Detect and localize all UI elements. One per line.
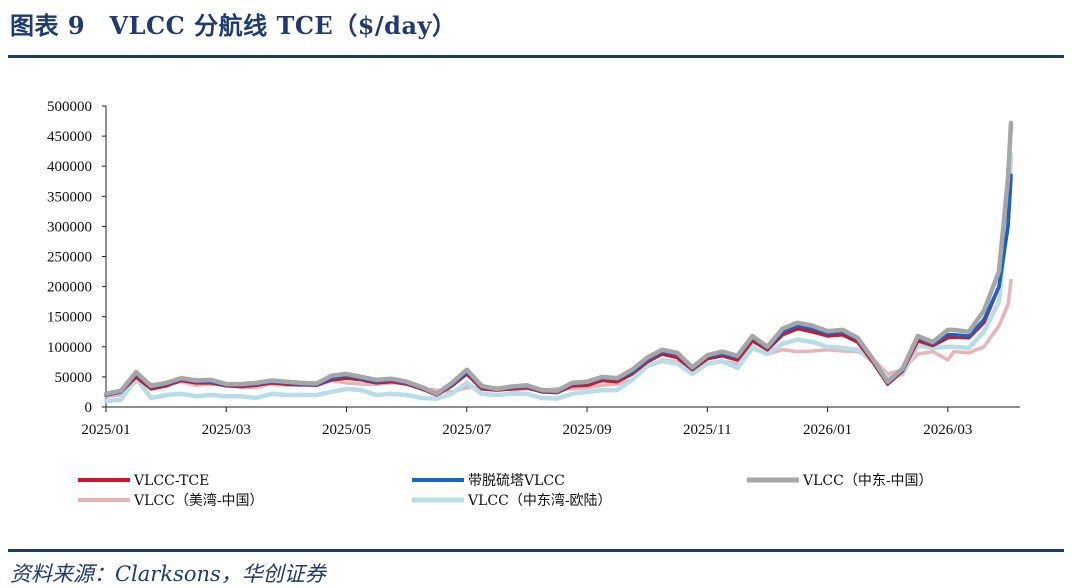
legend-label: 带脱硫塔VLCC — [468, 473, 565, 489]
series-line-3 — [104, 278, 1013, 398]
legend-label: VLCC（美湾-中国） — [133, 492, 264, 509]
series-lines — [103, 120, 1014, 404]
y-tick-label: 100000 — [47, 340, 92, 356]
y-tick-label: 200000 — [47, 280, 92, 296]
legend-label: VLCC-TCE — [133, 473, 209, 489]
y-tick-labels: 0 50000 100000 150000 200000 250000 300000 3500… — [47, 99, 92, 416]
y-tick-label: 150000 — [47, 310, 92, 326]
y-tick-label: 400000 — [47, 159, 92, 175]
legend-label: VLCC（中东湾-欧陆） — [467, 492, 612, 509]
legend: VLCC-TCE 带脱硫塔VLCC VLCC（中东-中国） VLCC（美湾-中国） VL… — [78, 473, 933, 509]
x-tick-label: 2025/11 — [683, 422, 732, 438]
x-tick-label: 2025/07 — [442, 422, 492, 438]
bottom-divider — [8, 549, 1064, 552]
page-title: 图表 9 VLCC 分航线 TCE（$/day） — [10, 11, 457, 40]
y-tick-label: 500000 — [47, 99, 92, 115]
x-tick-label: 2025/05 — [322, 422, 371, 438]
x-tick-label: 2025/01 — [81, 422, 130, 438]
y-tick-label: 450000 — [47, 129, 92, 145]
axes — [102, 105, 1020, 412]
x-tick-labels: 2025/01 2025/03 2025/05 2025/07 2025/09 2025/… — [81, 422, 972, 438]
x-tick-label: 2025/03 — [202, 422, 251, 438]
y-tick-label: 250000 — [47, 250, 92, 266]
y-tick-label: 0 — [85, 400, 93, 416]
x-tick-label: 2025/09 — [562, 422, 611, 438]
y-tick-label: 300000 — [47, 219, 92, 235]
x-tick-label: 2026/01 — [803, 422, 852, 438]
y-tick-label: 350000 — [47, 189, 92, 205]
series-line-2 — [103, 120, 1014, 397]
x-tick-label: 2026/03 — [923, 422, 972, 438]
tce-line-chart: 0 50000 100000 150000 200000 250000 300000 3500… — [47, 99, 1020, 509]
legend-label: VLCC（中东-中国） — [802, 473, 933, 489]
y-tick-label: 50000 — [55, 370, 93, 386]
source-note: 资料来源：Clarksons，华创证券 — [10, 562, 326, 586]
top-divider — [8, 55, 1064, 58]
